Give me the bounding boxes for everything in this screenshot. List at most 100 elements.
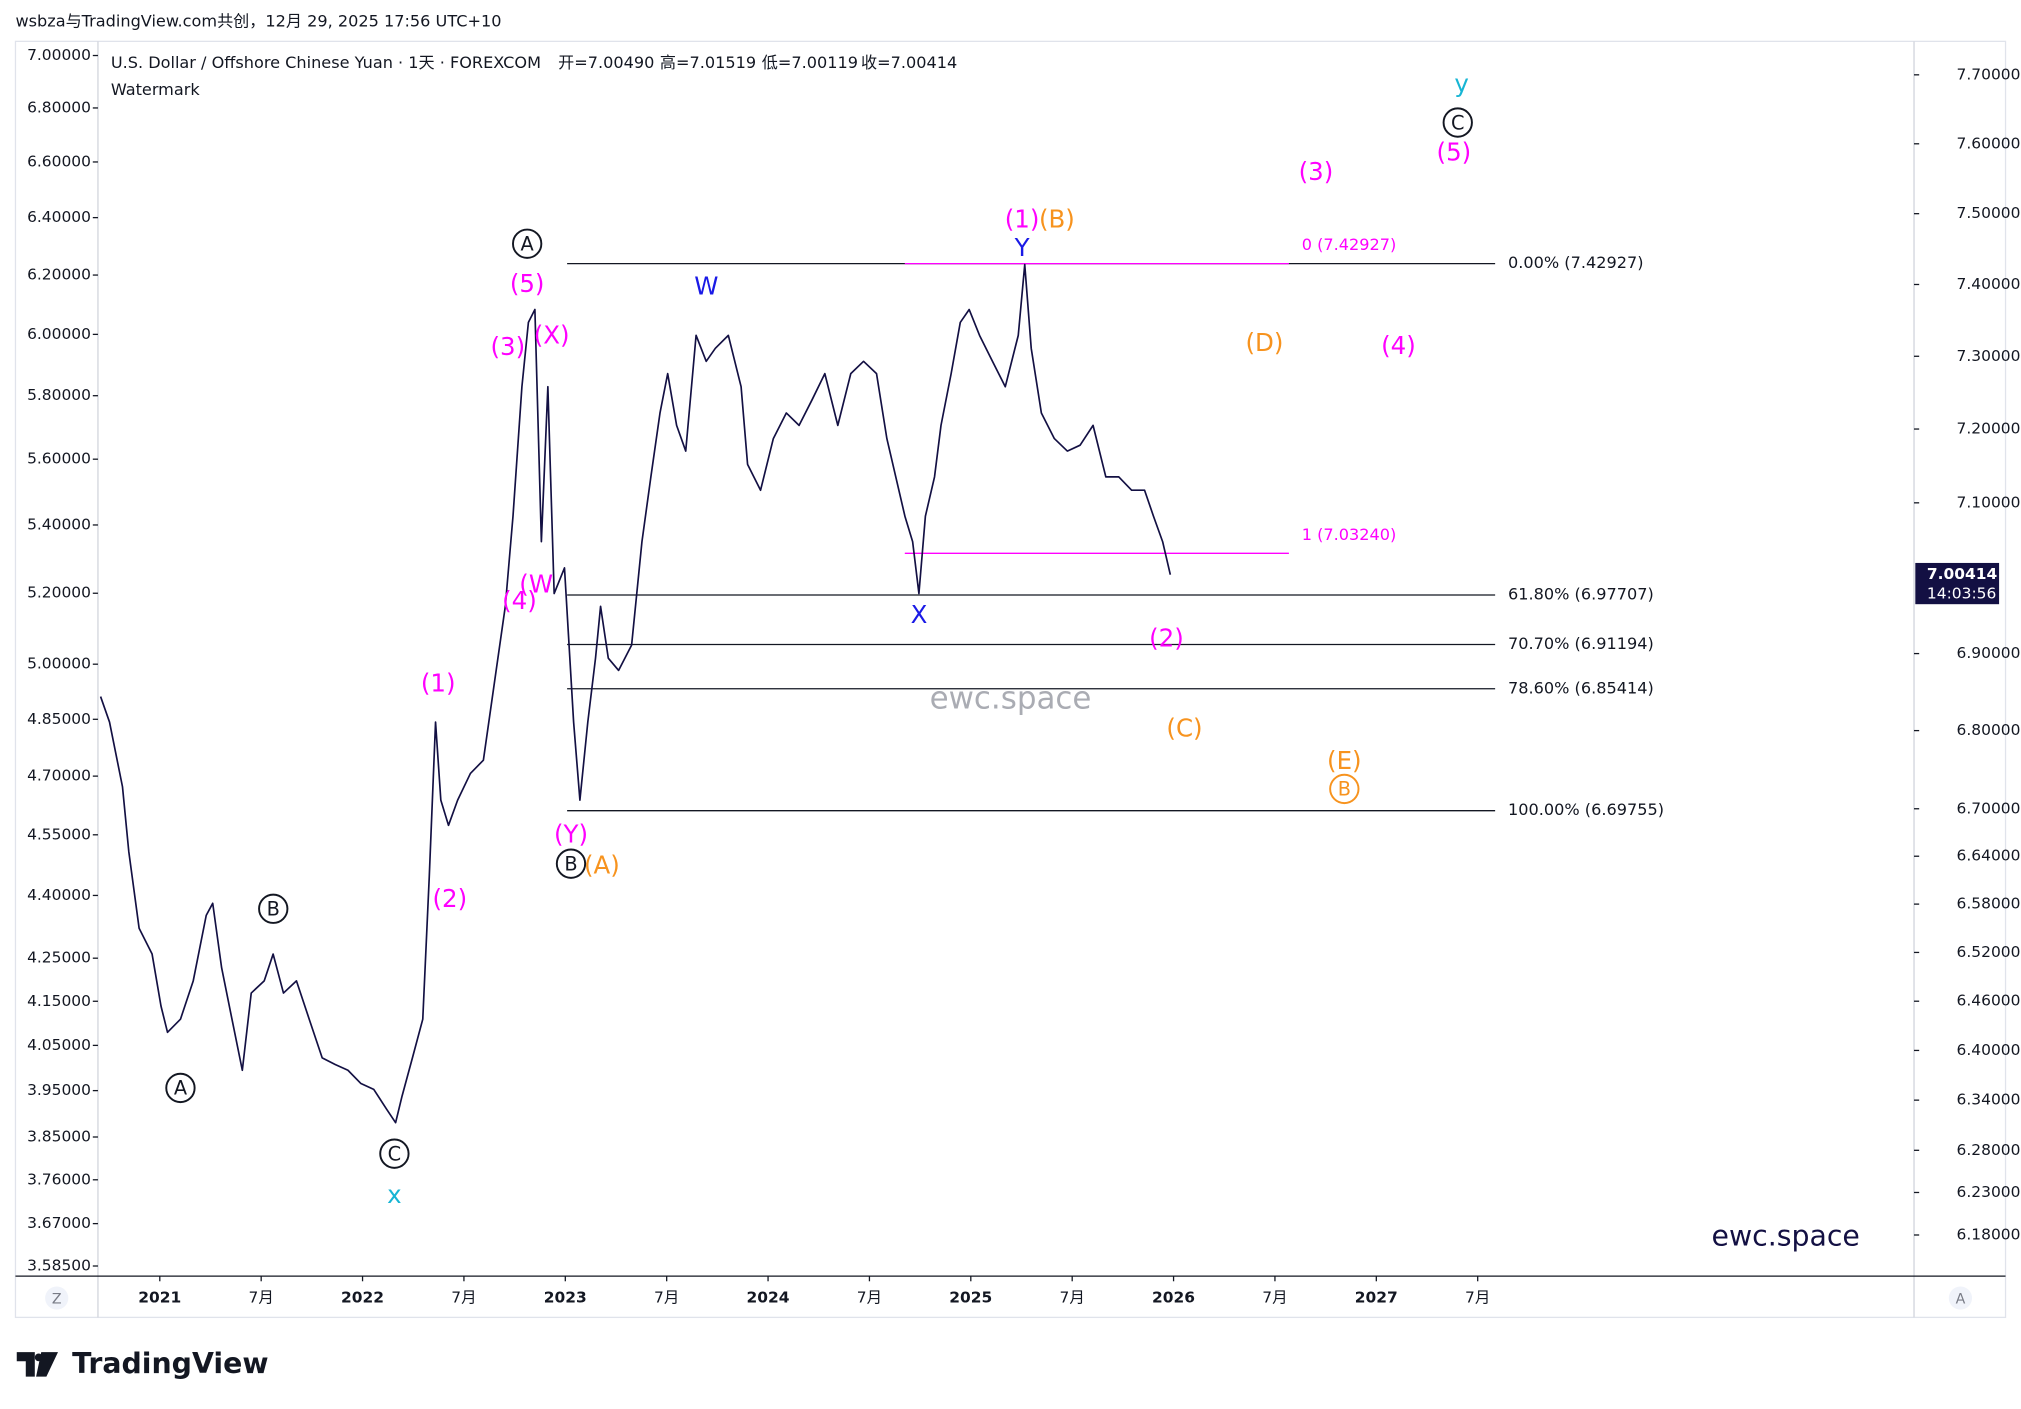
fib-label: 78.60% (6.85414)	[1508, 678, 1654, 697]
y2-tick-label: 6.60000	[27, 152, 91, 170]
wave-label: (E)	[1327, 746, 1362, 775]
y2-tick-label: 7.00000	[27, 46, 91, 64]
y2-tick-label: 3.76000	[27, 1170, 91, 1188]
y2-tick-label: 4.70000	[27, 767, 91, 785]
wave-label: (Y)	[554, 819, 588, 848]
y-tick-label: 7.40000	[1957, 275, 2021, 293]
y-tick-label: 7.30000	[1957, 347, 2021, 365]
wave-label: (2)	[1149, 623, 1184, 652]
y-tick-label: 6.28000	[1957, 1141, 2021, 1159]
x-tick-label: 7月	[857, 1289, 882, 1307]
x-tick-label: 7月	[1060, 1289, 1085, 1307]
y-tick-label: 6.52000	[1957, 943, 2021, 961]
chart-frame	[14, 40, 2007, 1319]
x-tick-label: 7月	[451, 1289, 476, 1307]
y-tick-label: 6.58000	[1957, 895, 2021, 913]
fib-label: 70.70% (6.91194)	[1508, 634, 1654, 653]
watermark-label: Watermark	[111, 80, 201, 99]
y2-tick-label: 5.80000	[27, 386, 91, 404]
wave-label: x	[387, 1180, 401, 1209]
x-tick-label: 2022	[341, 1289, 384, 1307]
y-tick-label: 7.10000	[1957, 493, 2021, 511]
wave-label: (A)	[584, 850, 620, 879]
axis-button-label[interactable]: A	[1956, 1291, 1966, 1307]
watermark: ewc.space	[930, 680, 1092, 716]
y-tick-label: 7.20000	[1957, 420, 2021, 438]
wave-label: B	[564, 852, 577, 875]
logo-dot	[34, 1353, 43, 1362]
axis-button-label[interactable]: Z	[52, 1291, 62, 1307]
x-tick-label: 2024	[747, 1289, 790, 1307]
wave-label: Y	[1014, 233, 1030, 262]
wave-circle	[379, 1138, 410, 1169]
y2-tick-label: 4.40000	[27, 886, 91, 904]
fib-label: 100.00% (6.69755)	[1508, 800, 1664, 819]
ohlc-open: 开=7.00490	[558, 53, 654, 72]
y-tick-label: 7.50000	[1957, 204, 2021, 222]
wave-circle	[512, 228, 543, 259]
y2-tick-label: 6.40000	[27, 208, 91, 226]
y2-tick-label: 3.58500	[27, 1257, 91, 1275]
y-tick-label: 6.90000	[1957, 644, 2021, 662]
x-tick-label: 2026	[1152, 1289, 1195, 1307]
wave-circle	[555, 848, 587, 879]
wave-label: (4)	[502, 586, 537, 615]
y-tick-label: 6.80000	[1957, 721, 2021, 739]
y-tick-label: 6.23000	[1957, 1183, 2021, 1201]
wave-label: C	[1451, 111, 1465, 134]
wave-circle	[1329, 773, 1360, 805]
y-tick-label: 7.70000	[1957, 65, 2021, 83]
wave-label: B	[267, 898, 280, 921]
x-tick-label: 7月	[654, 1289, 679, 1307]
wave-label: A	[174, 1077, 188, 1100]
wave-circle	[165, 1072, 196, 1104]
wave-label: (2)	[432, 884, 467, 913]
wave-label: (D)	[1245, 328, 1283, 357]
y2-tick-label: 4.15000	[27, 992, 91, 1010]
wave-label: (3)	[490, 332, 525, 361]
y2-tick-label: 6.80000	[27, 98, 91, 116]
y2-tick-label: 5.00000	[27, 655, 91, 673]
wave-label: B	[1338, 778, 1351, 801]
price-tag	[1915, 562, 2000, 605]
y-tick-label: 6.64000	[1957, 847, 2021, 865]
wave-label: X	[911, 600, 928, 629]
wave-label: C	[388, 1142, 402, 1165]
x-tick-label: 7月	[1465, 1289, 1490, 1307]
y2-tick-label: 3.85000	[27, 1128, 91, 1146]
y2-tick-label: 4.55000	[27, 825, 91, 843]
y2-tick-label: 3.67000	[27, 1214, 91, 1232]
y-tick-label: 6.70000	[1957, 799, 2021, 817]
wave-label: (1)	[1005, 205, 1040, 234]
wave-label: (X)	[534, 321, 570, 350]
price-tag-label: 7.00414	[1927, 565, 1998, 583]
x-tick-label: 7月	[249, 1289, 274, 1307]
axis-button[interactable]	[1948, 1286, 1973, 1310]
ohlc-close: 收=7.00414	[861, 53, 957, 72]
wave-label: (1)	[421, 669, 456, 698]
projection-label: 1 (7.03240)	[1302, 525, 1397, 544]
logo-mark	[16, 1352, 59, 1377]
x-tick-label: 2023	[544, 1289, 587, 1307]
credit: wsbza与TradingView.com共创，12月 29, 2025 17:…	[15, 12, 501, 31]
wave-label: W	[694, 272, 718, 301]
axis-button[interactable]	[45, 1286, 69, 1310]
brand-name: TradingView	[72, 1347, 268, 1380]
wave-label: A	[521, 233, 535, 256]
y-tick-label: 6.34000	[1957, 1091, 2021, 1109]
y2-tick-label: 6.00000	[27, 325, 91, 343]
y-tick-label: 6.18000	[1957, 1225, 2021, 1243]
y-tick-label: 7.60000	[1957, 134, 2021, 152]
y2-tick-label: 5.20000	[27, 584, 91, 602]
wave-label: (W	[519, 569, 553, 598]
projection-label: 0 (7.42927)	[1302, 235, 1397, 254]
ohlc-low: 低=7.00119	[762, 53, 858, 72]
wave-label: (5)	[510, 269, 545, 298]
x-tick-label: 2027	[1355, 1289, 1398, 1307]
x-tick-label: 2025	[949, 1289, 992, 1307]
ohlc-high: 高=7.01519	[660, 53, 756, 72]
wave-label: (B)	[1039, 205, 1075, 234]
wave-label: (C)	[1166, 714, 1202, 743]
